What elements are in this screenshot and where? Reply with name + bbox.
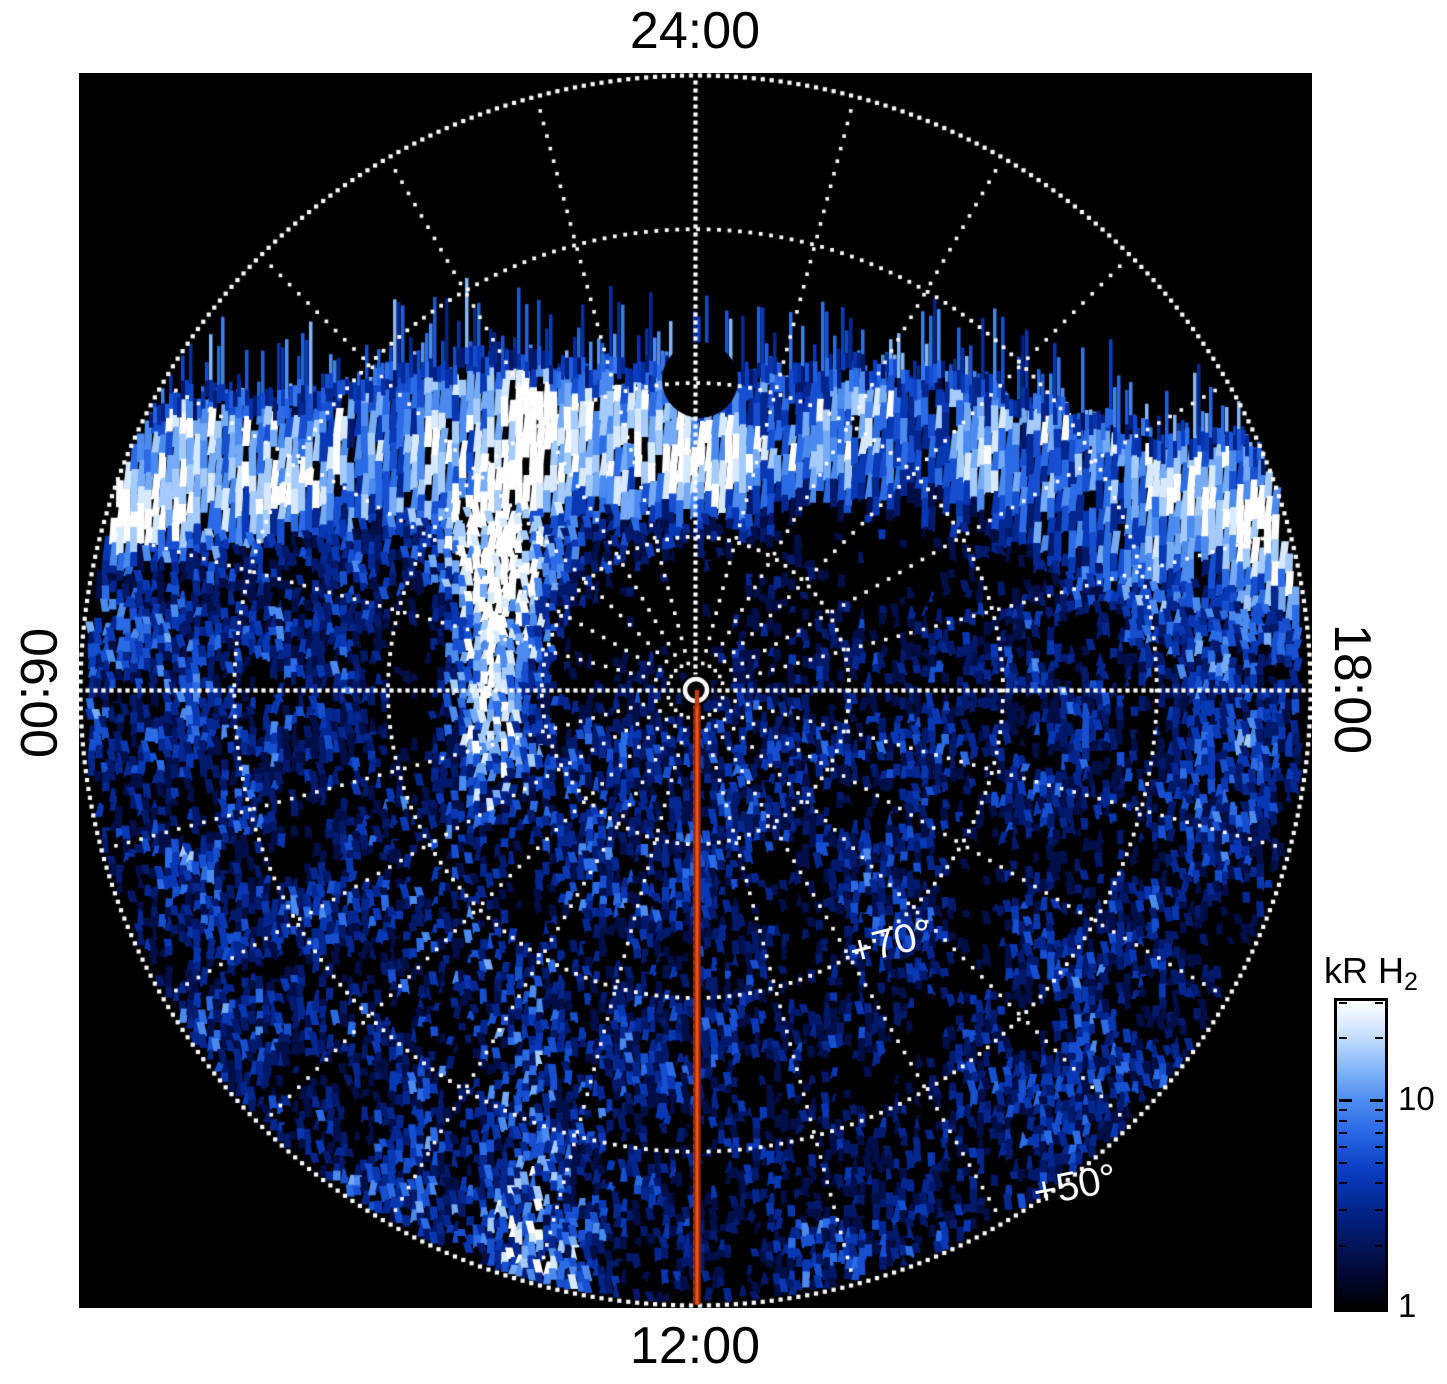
- colorbar-tick: [1339, 1145, 1347, 1148]
- colorbar-tick: [1339, 1098, 1352, 1102]
- colorbar-tick: [1339, 1131, 1347, 1134]
- mlt-label-0600: 06:00: [9, 627, 67, 759]
- colorbar-title-text: kR H: [1324, 950, 1405, 991]
- colorbar-tick: [1375, 1145, 1383, 1148]
- colorbar-tick-label-10: 10: [1398, 1080, 1435, 1118]
- mlt-label-1800: 18:00: [1323, 623, 1381, 755]
- colorbar-tick: [1339, 1002, 1347, 1004]
- colorbar-tick: [1375, 1245, 1383, 1248]
- colorbar-tick: [1339, 1119, 1347, 1122]
- colorbar-tick: [1375, 1002, 1383, 1004]
- colorbar-tick: [1375, 1162, 1383, 1165]
- mlt-label-2400: 24:00: [629, 2, 761, 60]
- colorbar-tick: [1375, 1208, 1383, 1211]
- colorbar-tick: [1339, 1305, 1352, 1308]
- colorbar-title-subscript: 2: [1404, 968, 1418, 996]
- colorbar-tick-label-1: 1: [1398, 1287, 1417, 1324]
- colorbar-tick: [1375, 1036, 1383, 1039]
- colorbar-tick: [1375, 1119, 1383, 1122]
- polar-plot-area: +70° +50°: [79, 73, 1312, 1308]
- mlt-label-1200: 12:00: [629, 1317, 761, 1375]
- colorbar-tick: [1339, 1182, 1347, 1185]
- colorbar-tick: [1375, 1182, 1383, 1185]
- colorbar-tick: [1339, 1036, 1347, 1039]
- colorbar-tick: [1339, 1162, 1347, 1165]
- colorbar: kR H2 10 1: [1316, 948, 1446, 1354]
- colorbar-tick: [1370, 1098, 1383, 1102]
- colorbar-title: kR H2: [1324, 950, 1418, 997]
- colorbar-tick: [1339, 1245, 1347, 1248]
- colorbar-tick: [1339, 1208, 1347, 1211]
- aurora-polar-map-canvas: [79, 73, 1312, 1308]
- colorbar-tick: [1375, 1109, 1383, 1112]
- colorbar-tick: [1375, 1131, 1383, 1134]
- colorbar-tick: [1339, 1109, 1347, 1112]
- colorbar-tick: [1370, 1305, 1383, 1308]
- colorbar-gradient-bar: [1334, 998, 1388, 1312]
